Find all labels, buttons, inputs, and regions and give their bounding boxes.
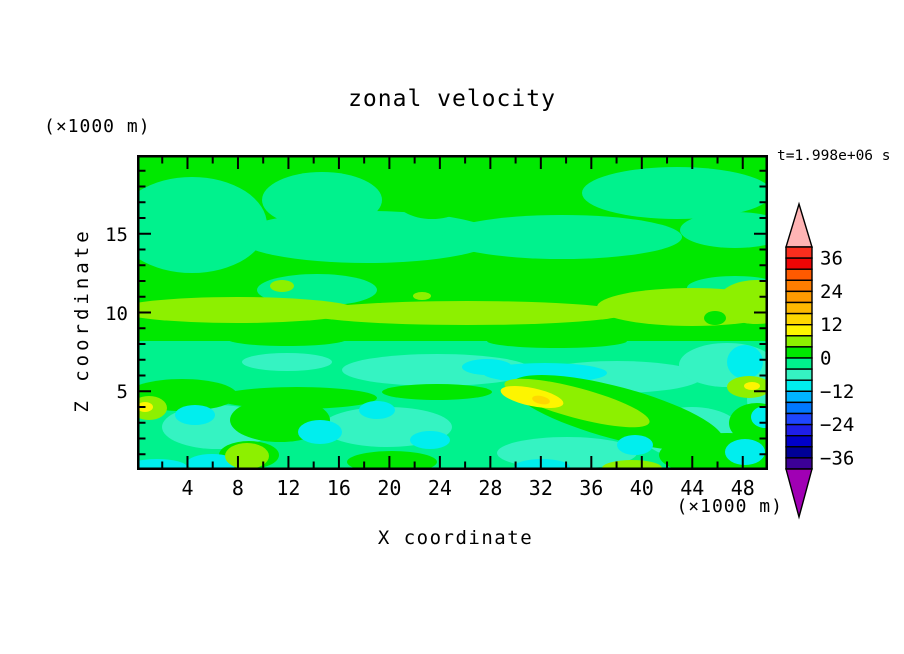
y-tick-label: 15 [105,223,128,246]
colorbar-cell [785,279,813,293]
contour-region [487,334,627,348]
contour-region [242,353,332,371]
contour-region [514,459,570,470]
contour-region [725,439,765,465]
colorbar-cell [785,368,813,381]
contour-region [410,431,450,449]
contour-region [582,167,768,219]
plot-border [137,155,768,470]
x-tick-label: 16 [326,476,351,500]
contour-region [617,435,653,455]
y-axis-title: Z coordinate [71,227,93,413]
time-annotation: t=1.998e+06 s [777,148,891,164]
x-tick-label: 40 [629,476,654,500]
colorbar-cell [785,346,813,359]
colorbar-cell [785,357,813,370]
colorbar-cell [785,457,813,470]
colorbar-cell [785,323,813,337]
colorbar-cell [785,301,813,315]
contour-region [413,292,431,300]
contour-region [727,345,763,379]
x-tick-label: 32 [528,476,553,500]
plot-area [137,155,768,470]
colorbar-cell [785,379,813,392]
contour-region [462,359,512,375]
contour-region [137,297,357,323]
colorbar-cell [785,312,813,326]
colorbar-arrow-top [785,201,813,248]
contour-region [744,382,760,390]
x-tick-label: 24 [427,476,452,500]
contour-region [225,443,269,469]
y-tick-label: 10 [105,302,128,325]
contour-region [137,177,267,273]
contour-region [394,175,470,219]
colorbar-cell [785,412,813,426]
x-axis-title: X coordinate [377,527,534,549]
colorbar-label: 0 [820,348,831,370]
x-tick-label: 4 [181,476,194,500]
page-title: zonal velocity [348,86,556,112]
contour-region [382,384,492,400]
contour-region [680,212,768,248]
y-axis-unit-label: (×1000 m) [44,116,151,137]
colorbar-cell [785,390,813,404]
colorbar-label: 12 [820,314,843,336]
colorbar-arrow-bottom [785,468,813,520]
colorbar: 36 24 12 0 −12 −24 −36 [785,201,854,520]
colorbar-cell [785,401,813,415]
contour-region [307,301,627,325]
colorbar-cell [785,290,813,304]
contour-region [298,420,342,444]
colorbar-label: 24 [820,281,843,303]
x-tick-label: 28 [478,476,503,500]
contour-region [227,332,347,346]
x-tick-label: 36 [579,476,604,500]
colorbar-cell [785,246,813,259]
colorbar-label: −36 [820,447,854,469]
colorbar-label: 36 [820,248,843,270]
y-tick-label: 5 [116,381,128,404]
contour-region [175,405,215,425]
contour-field [137,155,768,470]
x-tick-label: 8 [231,476,244,500]
colorbar-cell [785,446,813,459]
colorbar-cell [785,423,813,437]
contour-region [237,211,497,263]
contour-region [704,311,726,325]
colorbar-label: −24 [820,414,854,436]
contour-region [270,280,294,292]
x-tick-label: 12 [276,476,301,500]
contour-region [532,395,550,405]
x-axis-unit-label: (×1000 m) [676,496,783,517]
x-tick-label: 44 [680,476,705,500]
x-tick-label: 48 [730,476,755,500]
contour-region [442,215,682,259]
colorbar-cell [785,335,813,348]
colorbar-label: −12 [820,381,854,403]
colorbar-cell [785,257,813,270]
colorbar-cell [785,434,813,448]
x-tick-label: 20 [377,476,402,500]
contour-region [359,401,395,419]
colorbar-cell [785,268,813,281]
